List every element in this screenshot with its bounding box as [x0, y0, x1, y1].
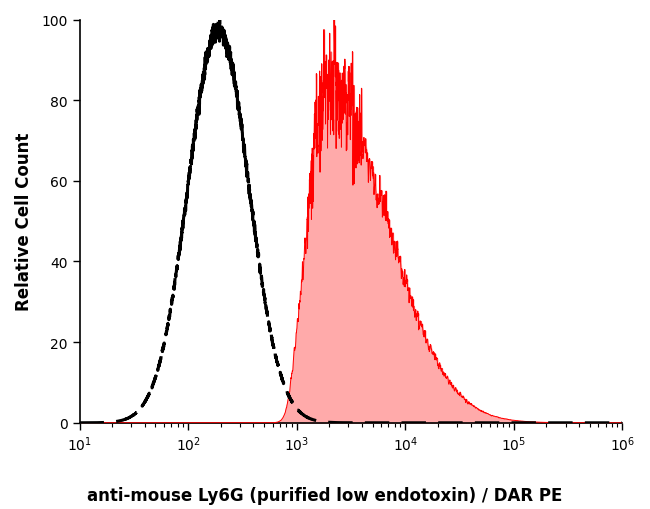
Text: anti-mouse Ly6G (purified low endotoxin) / DAR PE: anti-mouse Ly6G (purified low endotoxin)…	[87, 486, 563, 504]
Y-axis label: Relative Cell Count: Relative Cell Count	[15, 133, 33, 310]
